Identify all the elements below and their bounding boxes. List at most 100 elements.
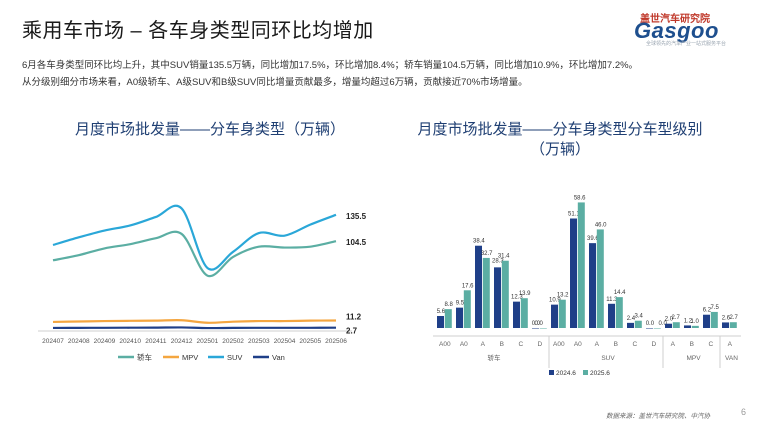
end-value-label: 11.2 xyxy=(346,312,362,321)
bar-2025.6 xyxy=(710,311,718,328)
x-tick-label: 202506 xyxy=(325,338,347,345)
bar-2024.6 xyxy=(589,243,596,328)
bar-2025.6 xyxy=(558,299,566,328)
bar-2024.6 xyxy=(627,322,634,328)
x-tick-label: C xyxy=(708,341,713,348)
data-source: 数据来源：盖世汽车研究院、中汽协 xyxy=(606,413,710,420)
x-tick-label: 202502 xyxy=(222,338,244,345)
bar-chart: 5.68.8 A00 9.5 17.6 A0 38.4 32.7 A 28.331.4 B 12.3… xyxy=(433,195,741,377)
x-tick-label: A0 xyxy=(460,341,468,348)
x-tick-label: A xyxy=(595,341,600,348)
bar-value-label: 31.4 xyxy=(498,254,510,260)
bar-2024.6 xyxy=(665,323,672,328)
legend-label: 2024.6 xyxy=(556,370,576,377)
x-tick-label: A00 xyxy=(439,341,451,348)
bar-value-label: 1.2 xyxy=(684,318,693,324)
bar-2024.6 xyxy=(608,303,615,328)
bar-2025.6 xyxy=(672,322,680,328)
x-tick-label: A xyxy=(481,341,486,348)
x-tick-label: A0 xyxy=(574,341,582,348)
bar-2024.6 xyxy=(703,314,710,328)
gasgoo-logo: 盖世汽车研究院 Gasgoo 全球领先的汽车产业一站式服务平台 xyxy=(634,8,738,48)
bar-value-label: 38.4 xyxy=(473,239,485,245)
end-value-label: 104.5 xyxy=(346,238,367,247)
x-tick-label: 202411 xyxy=(145,338,167,345)
bar-2025.6 xyxy=(444,309,452,328)
legend-label: 2025.6 xyxy=(590,370,610,377)
x-tick-label: 202505 xyxy=(299,338,321,345)
bar-value-label: 13.2 xyxy=(557,293,569,299)
bar-value-label: 17.6 xyxy=(462,283,474,289)
bar-2025.6 xyxy=(596,229,604,328)
legend-swatch xyxy=(549,370,554,375)
x-tick-label: A xyxy=(671,341,676,348)
x-tick-label: B xyxy=(614,341,618,348)
bar-value-label: 1.0 xyxy=(691,319,700,325)
legend-label: SUV xyxy=(227,353,242,362)
x-tick-label: B xyxy=(690,341,694,348)
group-label: 轿车 xyxy=(488,353,502,362)
x-tick-label: C xyxy=(518,341,523,348)
bar-2025.6 xyxy=(615,297,623,328)
bar-value-label: 0.0 xyxy=(646,321,655,327)
bar-2025.6 xyxy=(539,328,547,329)
line-chart-title: 月度市场批发量——分车身类型（万辆） xyxy=(74,121,345,138)
summary-paragraph-1: 6月各车身类型同环比均上升，其中SUV销量135.5万辆，同比增加17.5%，环… xyxy=(22,60,639,71)
legend-label: Van xyxy=(272,353,285,362)
x-tick-label: 202410 xyxy=(119,338,141,345)
bar-value-label: 39.6 xyxy=(587,236,599,242)
bar-2024.6 xyxy=(570,218,577,328)
bar-value-label: 6.2 xyxy=(703,308,712,314)
x-tick-label: A xyxy=(728,341,733,348)
bar-2025.6 xyxy=(577,202,585,328)
bar-value-label: 2.4 xyxy=(627,316,636,322)
group-label: MPV xyxy=(686,355,701,362)
x-tick-label: 202504 xyxy=(274,338,296,345)
bar-value-label: 5.6 xyxy=(437,309,446,315)
bar-value-label: 2.7 xyxy=(730,315,739,321)
x-tick-label: 202408 xyxy=(68,338,90,345)
logo-cn-text: 盖世汽车研究院 xyxy=(640,14,710,25)
bar-value-label: 14.4 xyxy=(614,290,626,296)
group-label: VAN xyxy=(725,355,738,362)
bar-value-label: 0.0 xyxy=(659,321,668,327)
x-tick-label: C xyxy=(632,341,637,348)
bar-2024.6 xyxy=(494,267,501,328)
group-label: SUV xyxy=(601,355,615,362)
bar-2024.6 xyxy=(551,304,558,328)
bar-2025.6 xyxy=(729,322,737,328)
bar-value-label: 13.9 xyxy=(519,291,531,297)
bar-2025.6 xyxy=(482,257,490,328)
x-tick-label: 202412 xyxy=(171,338,193,345)
bar-value-label: 46.0 xyxy=(595,222,607,228)
bar-value-label: 2.7 xyxy=(672,315,681,321)
series-line-MPV xyxy=(52,319,337,324)
bar-value-label: 2.0 xyxy=(665,317,674,323)
bar-2025.6 xyxy=(520,298,528,328)
bar-value-label: 8.8 xyxy=(445,302,454,308)
logo-subtitle: 全球领先的汽车产业一站式服务平台 xyxy=(646,41,727,47)
legend-label: 轿车 xyxy=(137,352,152,362)
x-tick-label: B xyxy=(500,341,504,348)
bar-value-label: 2.6 xyxy=(722,315,731,321)
x-tick-label: 202503 xyxy=(248,338,270,345)
x-tick-label: 202409 xyxy=(94,338,116,345)
end-value-label: 135.5 xyxy=(346,212,367,221)
bar-value-label: 0.0 xyxy=(535,321,544,327)
page-title: 乘用车市场 – 各车身类型同环比均增加 xyxy=(22,20,374,42)
bar-2024.6 xyxy=(513,301,520,328)
x-tick-label: 202501 xyxy=(197,338,219,345)
bar-2024.6 xyxy=(646,328,653,329)
bar-2024.6 xyxy=(532,328,539,329)
bar-2024.6 xyxy=(437,316,444,328)
end-value-label: 2.7 xyxy=(346,327,358,336)
summary-paragraph-2: 从分级别细分市场来看，A0级轿车、A级SUV和B级SUV同比增量贡献最多，增量均… xyxy=(22,77,528,88)
bar-value-label: 51.1 xyxy=(568,212,580,218)
bar-value-label: 58.6 xyxy=(574,195,586,201)
bar-value-label: 7.5 xyxy=(711,305,720,311)
series-line-Van xyxy=(52,326,337,330)
bar-2025.6 xyxy=(634,320,642,328)
series-line-轿车 xyxy=(52,230,337,278)
bar-value-label: 10.9 xyxy=(549,298,561,304)
